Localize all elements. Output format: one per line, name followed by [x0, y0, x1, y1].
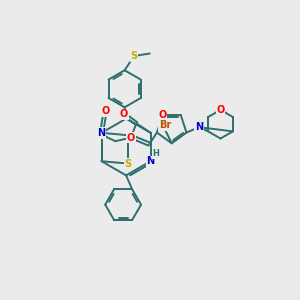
Text: S: S — [130, 51, 138, 61]
Text: H: H — [152, 149, 159, 158]
Text: N: N — [147, 156, 155, 166]
Text: O: O — [127, 133, 135, 142]
Text: O: O — [216, 105, 225, 115]
Text: O: O — [101, 106, 109, 116]
Text: N: N — [98, 128, 106, 138]
Text: O: O — [158, 110, 167, 120]
Text: Br: Br — [159, 120, 171, 130]
Text: S: S — [124, 159, 131, 169]
Text: O: O — [120, 109, 128, 119]
Text: N: N — [195, 122, 203, 132]
